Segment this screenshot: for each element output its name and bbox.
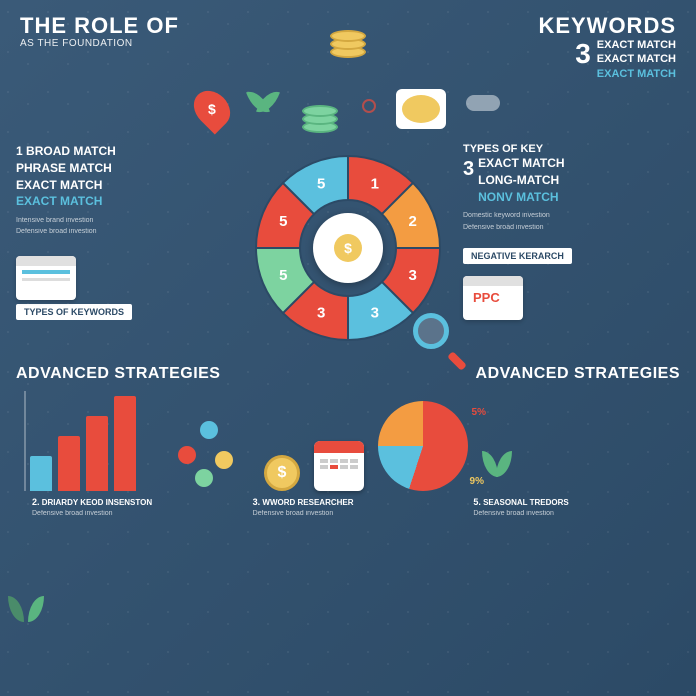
wheel-center-icon: $ [313,213,383,283]
coin-stack-icon [326,14,370,58]
svg-text:3: 3 [317,305,325,322]
green-coin-stack-icon [298,89,342,133]
plant-icon [248,89,278,129]
keyword-wheel: 1 2 3 3 3 5 5 5 $ [243,143,453,353]
gear-icon [362,99,376,113]
desc-text: Intensive brand investion [16,216,233,225]
svg-text:3: 3 [408,267,416,284]
browser-card-icon [16,256,76,300]
molecule-icon [170,411,250,491]
leaf-icon [482,451,512,491]
magnifier-icon [413,313,463,363]
desc-text: Domestic keyword investion [463,211,680,220]
svg-text:1: 1 [371,175,379,192]
calendar-icon [314,441,364,491]
svg-text:3: 3 [371,305,379,322]
leaf-decoration [8,596,38,636]
desc-text: Defensive broad investion [16,227,233,236]
desc-text: Defensive broad investion [463,223,680,232]
svg-text:5: 5 [279,267,287,284]
ppc-browser-icon: PPC [463,276,523,320]
subtitle-left: AS THE FOUNDATION [20,38,303,49]
svg-text:2: 2 [408,213,416,230]
bar-chart [16,391,156,491]
badge-icon [396,89,446,129]
cloud-icon [466,95,500,111]
svg-text:5: 5 [279,213,287,230]
pie-chart: 5% 9% [378,401,468,491]
svg-text:5: 5 [317,175,325,192]
